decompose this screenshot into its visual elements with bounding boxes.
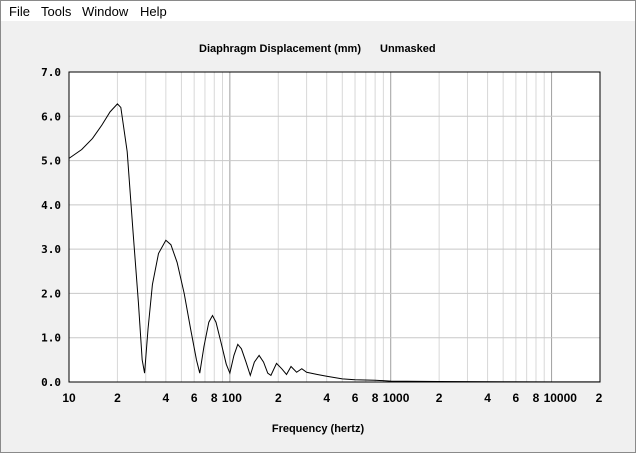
x-tick-label: 100: [222, 391, 242, 405]
x-tick-label: 6: [191, 391, 198, 405]
x-tick-label: 10000: [544, 391, 578, 405]
y-tick-label: 6.0: [41, 110, 61, 123]
y-tick-label: 2.0: [41, 287, 61, 300]
chart-panel: Diaphragm Displacement (mm) Unmasked Fre…: [1, 22, 635, 452]
y-tick-label: 4.0: [41, 199, 61, 212]
y-tick-label: 5.0: [41, 155, 61, 168]
chart-title: Diaphragm Displacement (mm): [199, 43, 361, 55]
menu-help[interactable]: Help: [140, 4, 167, 19]
x-tick-label: 8: [533, 391, 540, 405]
menu-bar: File Tools Window Help: [1, 1, 635, 22]
x-tick-label: 8: [211, 391, 218, 405]
plot-area: [69, 72, 600, 382]
x-tick-label: 4: [323, 391, 330, 405]
y-tick-label: 3.0: [41, 243, 61, 256]
x-tick-label: 1000: [383, 391, 410, 405]
x-tick-label: 4: [484, 391, 491, 405]
displacement-chart: Diaphragm Displacement (mm) Unmasked Fre…: [41, 43, 603, 435]
x-tick-label: 2: [596, 391, 603, 405]
x-tick-label: 2: [436, 391, 443, 405]
y-tick-label: 7.0: [41, 66, 61, 79]
menu-tools[interactable]: Tools: [41, 4, 72, 19]
x-tick-label: 6: [513, 391, 520, 405]
y-tick-label: 1.0: [41, 332, 61, 345]
axis-ticks: 0.01.02.03.04.05.06.07.010 2 4 6 8 100 2 4 6 8 100…: [41, 66, 603, 405]
plot-border: [68, 71, 601, 383]
menu-window[interactable]: Window: [82, 4, 129, 19]
x-tick-label: 4: [163, 391, 170, 405]
x-tick-label: 10: [62, 391, 76, 405]
y-tick-label: 0.0: [41, 376, 61, 389]
x-tick-label: 6: [352, 391, 359, 405]
x-tick-label: 2: [275, 391, 282, 405]
x-tick-label: 8: [372, 391, 379, 405]
chart-subtitle: Unmasked: [380, 43, 436, 55]
menu-file[interactable]: File: [9, 4, 30, 19]
grid-lines: [68, 71, 601, 383]
x-axis-label: Frequency (hertz): [272, 423, 365, 435]
displacement-series-line: [68, 103, 601, 383]
x-tick-label: 2: [114, 391, 121, 405]
